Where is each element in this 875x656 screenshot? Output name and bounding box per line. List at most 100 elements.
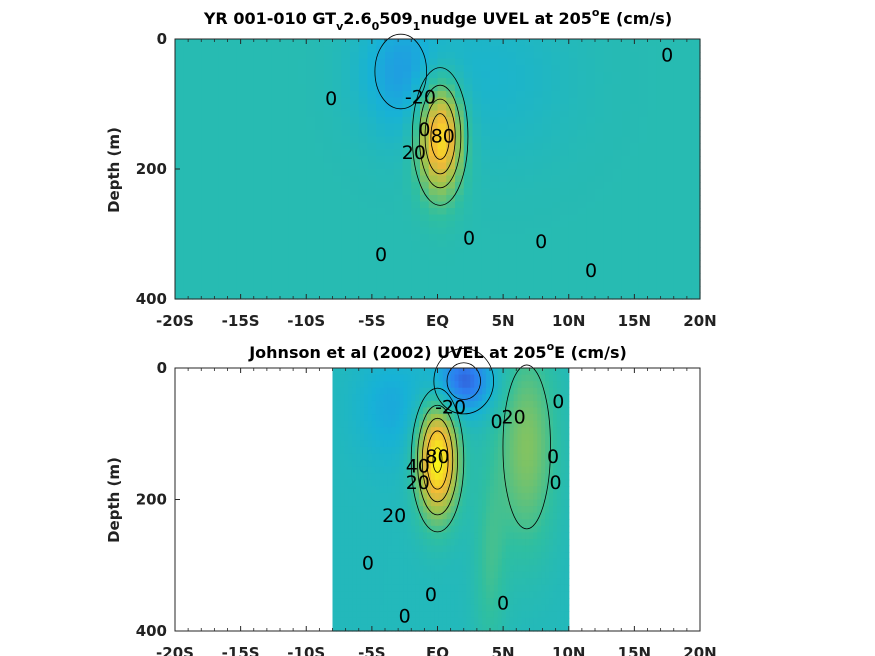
heatmap-cell [423, 427, 428, 435]
heatmap-cell [647, 91, 657, 99]
heatmap-cell [472, 39, 482, 47]
heatmap-cell [560, 143, 570, 151]
heatmap-cell [481, 201, 491, 209]
heatmap-cell [434, 591, 440, 599]
heatmap-cell [428, 78, 439, 86]
heatmap-cell [564, 525, 570, 533]
heatmap-cell [391, 387, 397, 395]
heatmap-cell [533, 446, 538, 455]
heatmap-cell [521, 394, 527, 402]
heatmap-cell [586, 266, 596, 274]
heatmap-cell [183, 156, 194, 164]
heatmap-cell [638, 175, 649, 183]
heatmap-cell [387, 604, 393, 612]
heatmap-cell [288, 52, 299, 60]
heatmap-cell [375, 499, 381, 507]
heatmap-cell [542, 45, 552, 53]
heatmap-cell [556, 486, 562, 494]
heatmap-cell [541, 519, 546, 527]
heatmap-cell [621, 156, 631, 164]
heatmap-cell [497, 519, 503, 527]
heatmap-cell [336, 499, 341, 507]
heatmap-cell [545, 604, 550, 612]
heatmap-cell [297, 149, 307, 157]
heatmap-cell [462, 453, 467, 461]
heatmap-cell [481, 253, 491, 261]
heatmap-cell [245, 188, 255, 196]
heatmap-cell [356, 584, 361, 593]
heatmap-cell [360, 571, 365, 579]
heatmap-cell [201, 156, 211, 164]
heatmap-cell [350, 39, 360, 47]
contour-label: 20 [406, 472, 430, 494]
heatmap-cell [399, 368, 404, 376]
heatmap-cell [517, 453, 523, 461]
heatmap-cell [438, 617, 444, 626]
heatmap-cell [352, 466, 357, 474]
heatmap-cell [341, 58, 351, 66]
heatmap-cell [420, 110, 430, 118]
heatmap-cell [367, 552, 373, 560]
heatmap-cell [525, 182, 535, 190]
heatmap-cell [542, 279, 552, 287]
heatmap-cell [568, 221, 579, 229]
heatmap-cell [183, 286, 194, 294]
heatmap-cell [340, 571, 345, 579]
heatmap-cell [262, 182, 272, 190]
heatmap-cell [541, 604, 546, 612]
heatmap-cell [245, 45, 255, 53]
heatmap-cell [419, 414, 424, 422]
heatmap-cell [505, 387, 511, 395]
heatmap-cell [371, 414, 377, 422]
heatmap-cell [201, 78, 211, 86]
heatmap-cell [545, 598, 550, 606]
heatmap-cell [568, 201, 579, 209]
heatmap-cell [603, 221, 614, 229]
heatmap-cell [350, 104, 360, 112]
heatmap-cell [383, 506, 389, 514]
heatmap-cell [490, 407, 495, 415]
heatmap-cell [665, 117, 675, 125]
heatmap-cell [411, 253, 421, 261]
heatmap-cell [315, 221, 325, 229]
heatmap-cell [427, 525, 432, 533]
heatmap-cell [647, 156, 657, 164]
heatmap-cell [438, 394, 444, 402]
heatmap-cell [367, 604, 373, 612]
heatmap-cell [482, 571, 487, 579]
heatmap-cell [271, 214, 281, 222]
heatmap-cell [442, 545, 448, 553]
heatmap-cell [638, 104, 649, 112]
heatmap-cell [332, 440, 338, 448]
heatmap-cell [521, 492, 527, 501]
heatmap-cell [360, 525, 365, 533]
heatmap-cell [350, 162, 360, 170]
heatmap-cell [356, 414, 361, 422]
heatmap-cell [638, 214, 649, 222]
heatmap-cell [481, 97, 491, 105]
contour-line [417, 404, 458, 516]
heatmap-cell [553, 407, 558, 415]
heatmap-cell [516, 143, 526, 151]
heatmap-cell [490, 266, 500, 274]
x-tick-label: EQ [426, 644, 449, 656]
heatmap-cell [402, 162, 412, 170]
heatmap-cell [332, 273, 342, 281]
heatmap-cell [525, 201, 535, 209]
heatmap-cell [375, 446, 381, 455]
heatmap-cell [262, 71, 272, 79]
heatmap-cell [505, 374, 511, 382]
heatmap-cell [516, 182, 526, 190]
heatmap-cell [437, 104, 447, 112]
heatmap-cell [415, 407, 420, 415]
heatmap-cell [280, 130, 290, 138]
heatmap-cell [364, 427, 369, 435]
heatmap-cell [323, 247, 334, 255]
heatmap-cell [423, 617, 428, 626]
heatmap-cell [391, 381, 397, 389]
x-tick-label: -15S [222, 312, 260, 330]
heatmap-cell [470, 552, 475, 560]
heatmap-cell [525, 253, 535, 261]
heatmap-cell [446, 558, 452, 566]
heatmap-cell [466, 479, 471, 487]
